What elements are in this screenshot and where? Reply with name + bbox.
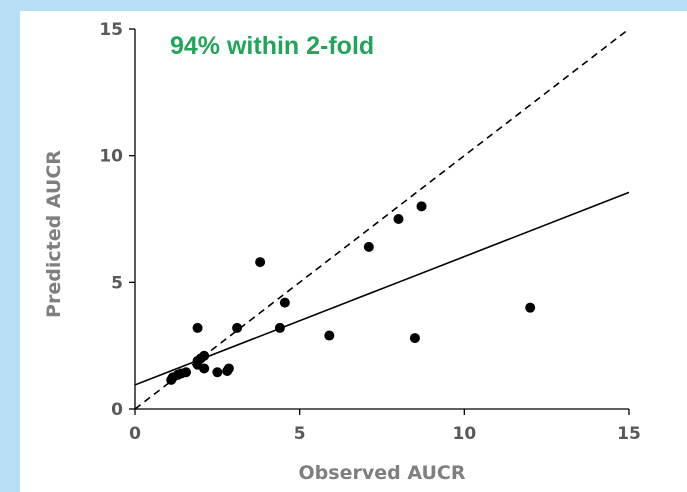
data-point xyxy=(393,214,404,224)
data-point xyxy=(212,367,223,378)
regression-line xyxy=(134,191,630,386)
data-point xyxy=(324,330,335,341)
data-point xyxy=(416,201,427,212)
y-tick-label: 10 xyxy=(99,147,123,167)
scatter-chart: 94% within 2-fold Observed AUCR Predicte… xyxy=(43,20,641,484)
x-tick-label: 0 xyxy=(129,424,141,444)
x-tick-label: 10 xyxy=(452,424,476,444)
annotation-label: 94% within 2-fold xyxy=(170,32,374,60)
y-tick-label: 15 xyxy=(99,20,123,40)
data-point xyxy=(232,322,243,333)
data-point xyxy=(525,302,536,313)
data-point xyxy=(363,241,374,252)
data-point xyxy=(274,322,285,333)
chart-panel: 94% within 2-fold Observed AUCR Predicte… xyxy=(20,11,687,492)
data-point xyxy=(199,363,210,374)
x-tick-label: 5 xyxy=(294,424,306,444)
data-point xyxy=(279,297,290,308)
data-point xyxy=(199,350,210,361)
x-axis-title: Observed AUCR xyxy=(299,462,466,484)
data-point xyxy=(181,367,192,378)
y-tick-label: 5 xyxy=(111,273,123,293)
data-point xyxy=(192,322,203,333)
y-tick-label: 0 xyxy=(111,400,123,420)
y-axis-title: Predicted AUCR xyxy=(43,150,65,318)
data-point xyxy=(223,363,234,374)
data-point xyxy=(255,257,266,268)
unity-line xyxy=(134,28,630,410)
data-point xyxy=(409,333,420,344)
x-tick-label: 15 xyxy=(617,424,641,444)
